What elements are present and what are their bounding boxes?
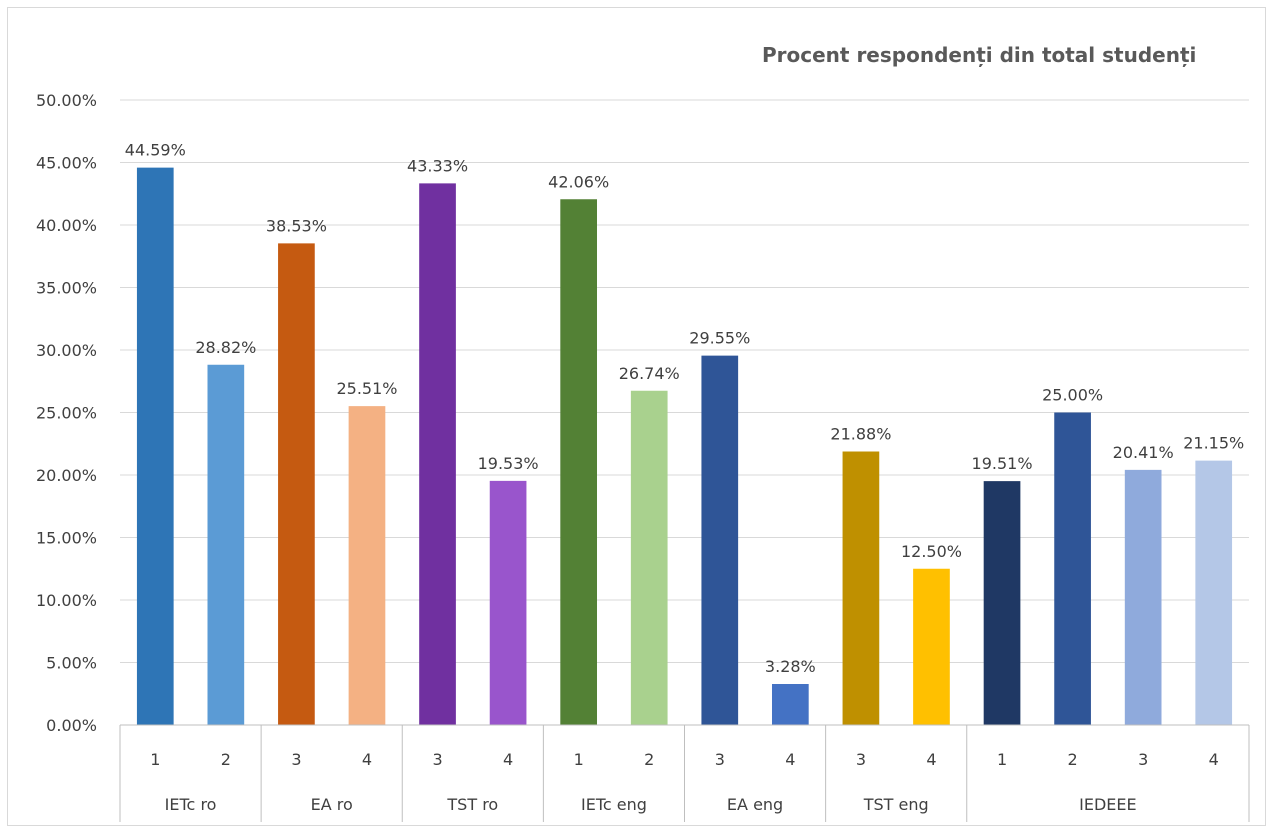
- y-tick-label: 0.00%: [46, 716, 97, 735]
- bar-tst-ro-3: [419, 183, 456, 725]
- data-label: 20.41%: [1113, 443, 1174, 462]
- x-group-label: IETc ro: [165, 795, 217, 814]
- bar-iedeee-4: [1195, 460, 1233, 725]
- data-label: 44.59%: [125, 141, 186, 160]
- data-label: 3.28%: [765, 657, 816, 676]
- x-tick-label: 3: [432, 750, 442, 769]
- chart-title: Procent respondenți din total studenți: [762, 43, 1196, 67]
- y-tick-label: 15.00%: [36, 529, 97, 548]
- x-tick-label: 1: [997, 750, 1007, 769]
- data-label: 43.33%: [407, 156, 468, 175]
- y-tick-label: 45.00%: [36, 154, 97, 173]
- x-tick-label: 4: [785, 750, 795, 769]
- x-tick-label: 2: [644, 750, 654, 769]
- x-group-label: IETc eng: [581, 795, 647, 814]
- bar-iedeee-2: [1054, 412, 1091, 725]
- bar-ietc-eng-2: [630, 390, 668, 725]
- data-label: 38.53%: [266, 216, 327, 235]
- x-tick-label: 4: [503, 750, 513, 769]
- data-label: 19.53%: [478, 454, 539, 473]
- bar-ea-ro-4: [348, 406, 386, 725]
- bar-iedeee-1: [983, 481, 1021, 725]
- bar-tst-ro-4: [489, 480, 527, 725]
- data-label: 21.88%: [830, 425, 891, 444]
- y-tick-label: 10.00%: [36, 591, 97, 610]
- bar-tst-eng-3: [842, 451, 880, 725]
- x-group-label: EA ro: [311, 795, 353, 814]
- data-label: 25.51%: [336, 379, 397, 398]
- x-tick-label: 2: [221, 750, 231, 769]
- bars: [136, 167, 1233, 725]
- bar-tst-eng-4: [913, 568, 950, 725]
- x-tick-label: 3: [856, 750, 866, 769]
- data-label: 42.06%: [548, 172, 609, 191]
- bar-iedeee-3: [1124, 469, 1162, 725]
- x-tick-label: 3: [715, 750, 725, 769]
- x-tick-label: 2: [1068, 750, 1078, 769]
- x-group-label: EA eng: [727, 795, 783, 814]
- x-axis: 1 2 IETc ro 3 4 EA ro 3 4 TST ro 1 2 IETc eng 3 4 EA e…: [119, 724, 1250, 822]
- x-tick-label: 3: [291, 750, 301, 769]
- data-label: 25.00%: [1042, 386, 1103, 405]
- x-group-label: TST ro: [446, 795, 498, 814]
- bar-ietc-ro-1: [136, 167, 174, 725]
- y-tick-label: 35.00%: [36, 279, 97, 298]
- y-tick-label: 5.00%: [46, 654, 97, 673]
- bar-ea-ro-3: [278, 243, 315, 725]
- data-label: 28.82%: [195, 338, 256, 357]
- y-tick-label: 25.00%: [36, 404, 97, 423]
- bar-ietc-ro-2: [207, 364, 245, 725]
- x-tick-label: 1: [574, 750, 584, 769]
- x-tick-label: 4: [1209, 750, 1219, 769]
- x-tick-label: 4: [362, 750, 372, 769]
- data-labels: 44.59% 28.82% 38.53% 25.51% 43.33% 19.53% 42.0…: [125, 141, 1244, 676]
- y-axis: 0.00% 5.00% 10.00% 15.00% 20.00% 25.00% 30.00%…: [36, 91, 97, 735]
- x-group-label: TST eng: [863, 795, 929, 814]
- data-label: 21.15%: [1183, 434, 1244, 453]
- x-tick-label: 1: [150, 750, 160, 769]
- bar-ea-eng-4: [771, 684, 809, 725]
- data-label: 19.51%: [972, 454, 1033, 473]
- x-group-label: IEDEEE: [1079, 795, 1136, 814]
- y-tick-label: 40.00%: [36, 216, 97, 235]
- x-tick-label: 4: [926, 750, 936, 769]
- y-tick-label: 30.00%: [36, 341, 97, 360]
- x-tick-label: 3: [1138, 750, 1148, 769]
- data-label: 12.50%: [901, 542, 962, 561]
- y-tick-label: 50.00%: [36, 91, 97, 110]
- bar-ea-eng-3: [701, 355, 739, 725]
- data-label: 29.55%: [689, 329, 750, 348]
- y-tick-label: 20.00%: [36, 466, 97, 485]
- data-label: 26.74%: [619, 364, 680, 383]
- bar-ietc-eng-1: [560, 199, 598, 725]
